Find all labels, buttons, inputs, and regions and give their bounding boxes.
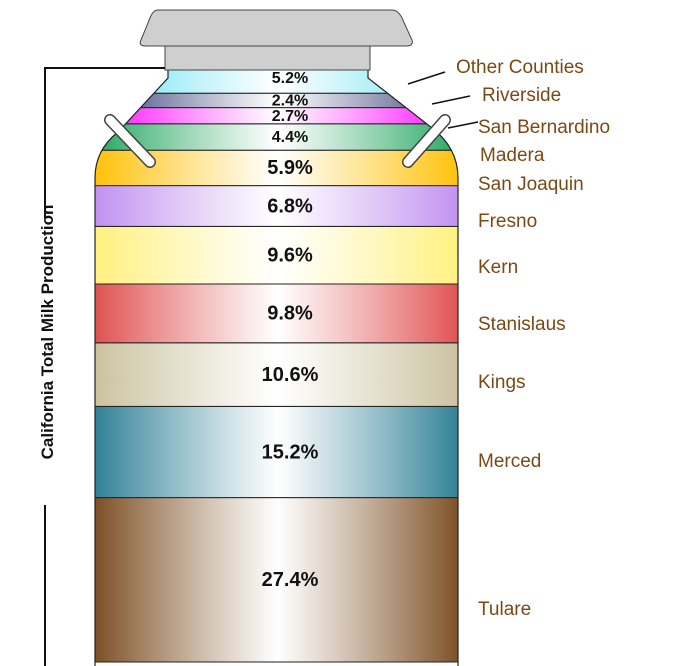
value-label: 9.8% (267, 303, 313, 325)
value-label: 5.9% (267, 157, 313, 179)
category-label: Other Counties (456, 57, 584, 78)
category-label: Merced (478, 451, 541, 472)
value-label: 4.4% (272, 129, 308, 146)
value-label: 15.2% (262, 441, 319, 463)
category-label: San Joaquin (478, 174, 584, 195)
category-label: Kern (478, 257, 518, 278)
axis-label: California Total Milk Production (36, 202, 60, 462)
category-label: Riverside (482, 85, 561, 106)
value-label: 2.4% (272, 93, 308, 110)
value-label: 27.4% (262, 569, 319, 591)
value-label: 9.6% (267, 244, 313, 266)
category-label: Stanislaus (478, 314, 566, 335)
chart-svg: 27.4% Tulare 15.2% Merced 10.6% Kings 9.8% Stan… (0, 0, 677, 666)
value-label: 6.8% (267, 195, 313, 217)
can-neck (165, 44, 370, 70)
value-label: 5.2% (272, 70, 308, 87)
chart: 27.4% Tulare 15.2% Merced 10.6% Kings 9.8% Stan… (0, 0, 677, 666)
can-lid (140, 10, 412, 46)
leader-line (448, 122, 478, 128)
value-label: 2.7% (272, 108, 308, 125)
category-label: Fresno (478, 211, 537, 232)
category-label: Kings (478, 372, 526, 393)
category-label: Tulare (478, 599, 531, 620)
category-label: Madera (480, 145, 545, 166)
leader-line (408, 72, 445, 84)
leader-line (432, 96, 470, 104)
value-label: 10.6% (262, 364, 319, 386)
category-label: San Bernardino (478, 117, 610, 138)
